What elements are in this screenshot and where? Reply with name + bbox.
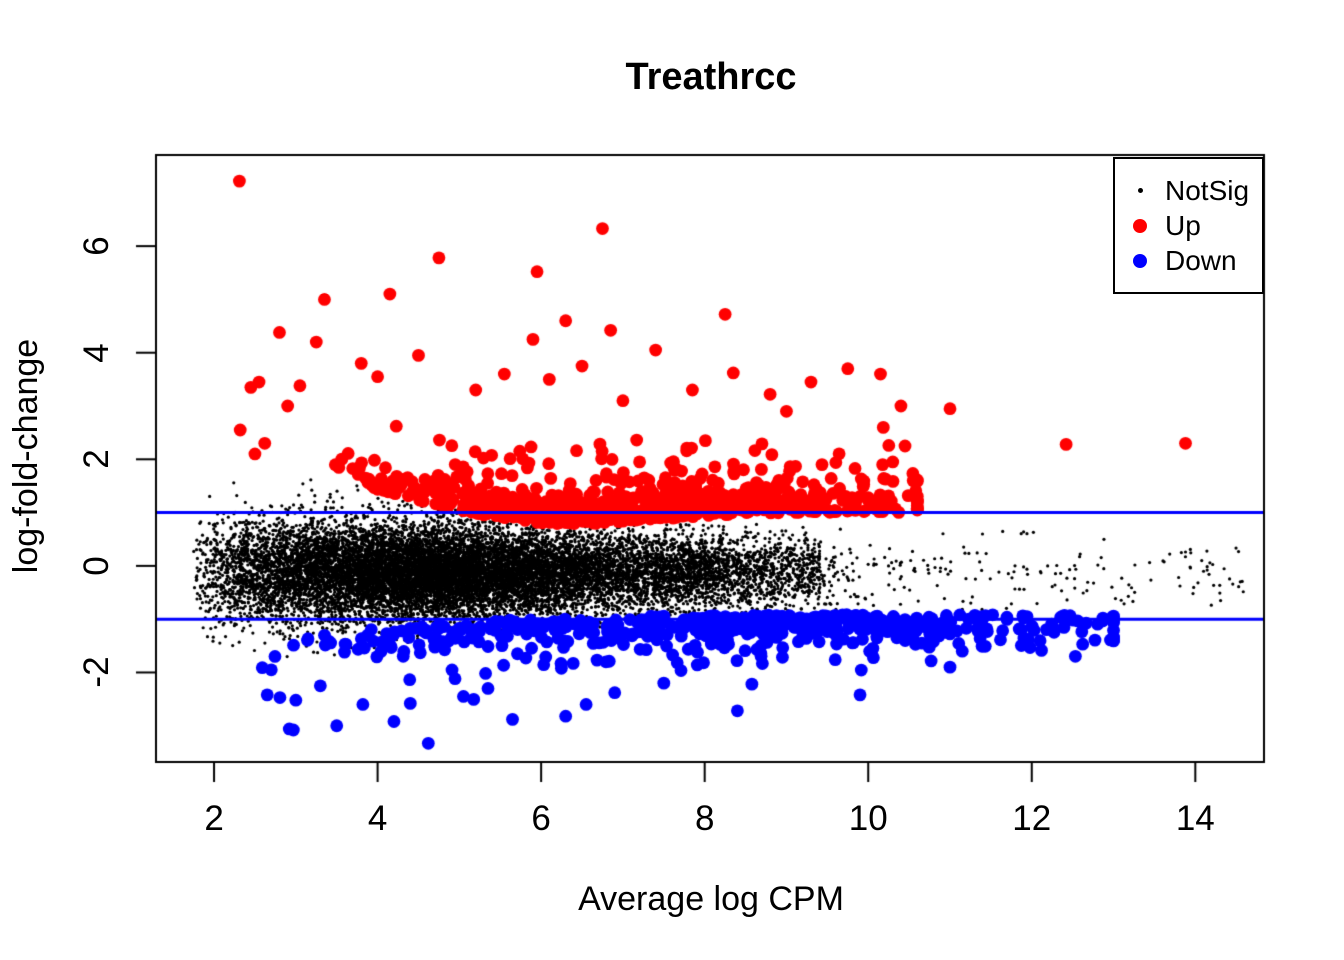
y-tick-label: 6 — [77, 236, 116, 256]
notsig-dot-icon — [1127, 188, 1153, 193]
down-dot-icon — [1127, 253, 1153, 268]
y-tick-label: 2 — [77, 449, 116, 470]
y-axis-label: log-fold-change — [7, 338, 45, 574]
chart-title: Treathrcc — [625, 56, 797, 98]
legend-label-down: Down — [1165, 245, 1237, 276]
x-tick-label: 2 — [204, 799, 224, 838]
x-tick-label: 8 — [694, 799, 715, 838]
x-axis-label: Average log CPM — [578, 880, 844, 918]
x-tick-label: 6 — [531, 799, 551, 838]
up-dot-icon — [1127, 218, 1153, 233]
legend-item-up: Up — [1115, 208, 1262, 243]
x-tick-label: 10 — [848, 799, 888, 838]
x-tick-label: 12 — [1012, 799, 1052, 838]
legend-item-down: Down — [1115, 243, 1262, 278]
y-tick-label: 0 — [77, 556, 116, 576]
x-tick-label: 4 — [367, 799, 388, 838]
y-tick-label: 4 — [77, 342, 116, 363]
legend-label-notsig: NotSig — [1165, 175, 1250, 206]
legend: NotSig Up Down — [1113, 157, 1264, 294]
legend-label-up: Up — [1165, 210, 1201, 241]
y-tick-label: -2 — [77, 656, 116, 689]
x-tick-label: 14 — [1175, 799, 1215, 838]
legend-item-notsig: NotSig — [1115, 173, 1262, 208]
